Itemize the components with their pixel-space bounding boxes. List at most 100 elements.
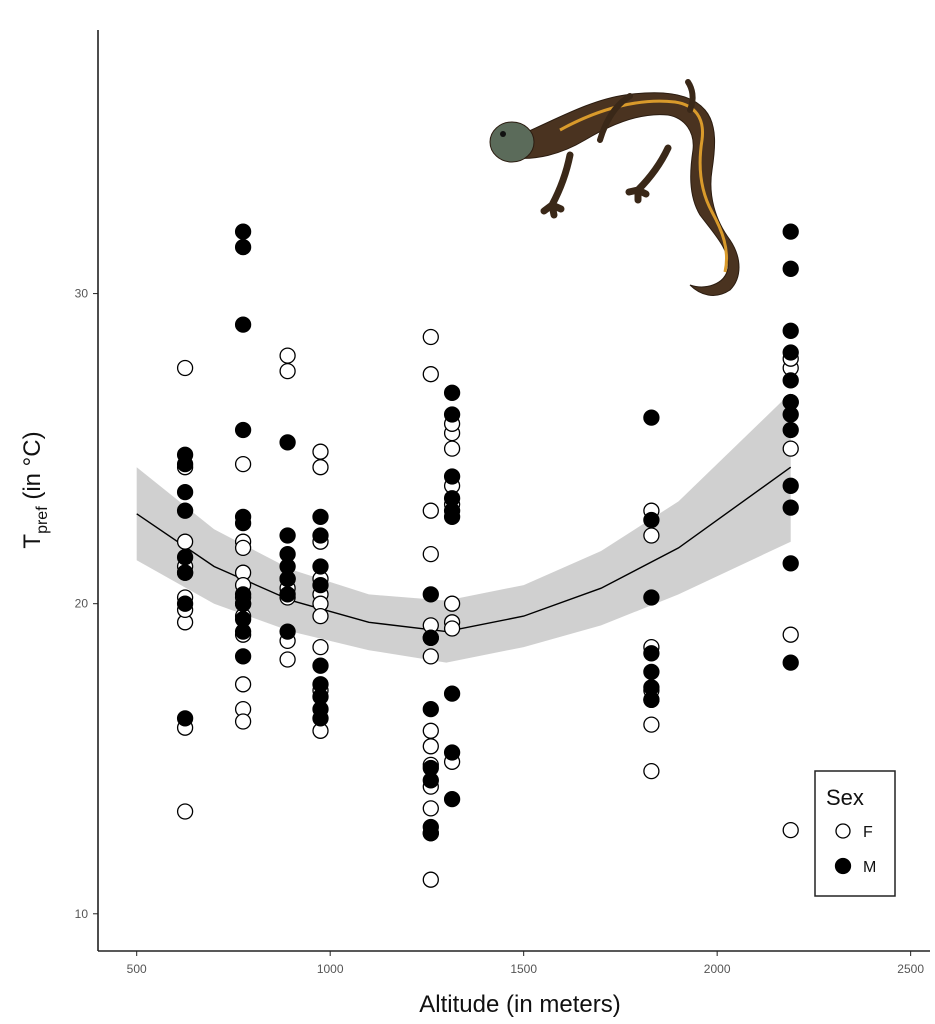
y-axis-title-main: T xyxy=(19,534,46,549)
data-point-m xyxy=(782,555,799,572)
data-point-f xyxy=(234,539,252,557)
newt-illustration xyxy=(489,79,740,296)
data-point-f xyxy=(643,527,660,544)
data-point-f xyxy=(279,347,296,364)
data-point-f xyxy=(422,545,439,563)
data-points xyxy=(176,223,799,888)
data-point-m xyxy=(782,654,799,671)
data-point-f xyxy=(643,716,660,733)
data-point-f xyxy=(422,722,439,739)
data-point-f xyxy=(176,359,194,377)
data-point-m xyxy=(176,595,194,612)
data-point-m xyxy=(312,508,329,526)
data-point-m xyxy=(782,406,799,423)
x-tick-label: 500 xyxy=(127,962,147,976)
data-point-f xyxy=(782,821,799,839)
data-point-m xyxy=(443,790,461,808)
legend-title: Sex xyxy=(826,785,864,810)
data-point-m xyxy=(443,744,461,761)
legend-label-m: M xyxy=(863,859,876,876)
data-point-m xyxy=(176,455,194,473)
newt-hind-leg-right xyxy=(685,79,696,113)
data-point-f xyxy=(443,595,461,612)
data-point-f xyxy=(422,366,439,383)
data-point-f xyxy=(312,443,329,460)
data-point-f xyxy=(176,803,194,820)
legend-swatch-m xyxy=(834,857,852,875)
data-point-m xyxy=(643,589,660,606)
axis-ticks: 500 1000 1500 2000 2500 10 20 30 xyxy=(75,287,925,976)
data-point-f xyxy=(422,738,439,755)
newt-front-leg-right xyxy=(597,93,633,143)
data-point-f xyxy=(443,440,461,457)
data-point-f xyxy=(312,459,329,476)
data-point-m xyxy=(443,468,461,485)
y-tick-label: 30 xyxy=(75,287,89,301)
legend-label-f: F xyxy=(863,824,873,841)
data-point-f xyxy=(234,455,252,473)
data-point-m xyxy=(279,434,296,451)
data-point-m xyxy=(782,344,799,361)
data-point-m xyxy=(234,238,252,256)
data-point-m xyxy=(234,648,252,665)
y-axis-title-sub: pref xyxy=(34,506,51,534)
data-point-f xyxy=(422,502,439,519)
data-point-m xyxy=(643,511,660,529)
data-point-f xyxy=(422,328,439,346)
data-point-m xyxy=(234,316,252,333)
data-point-m xyxy=(782,372,799,389)
x-tick-label: 1500 xyxy=(510,962,537,976)
y-tick-label: 10 xyxy=(75,907,89,921)
data-point-m xyxy=(176,710,194,727)
data-point-m xyxy=(443,384,461,401)
data-point-m xyxy=(782,322,799,339)
x-tick-label: 1000 xyxy=(317,962,344,976)
data-point-f xyxy=(234,676,252,693)
data-point-f xyxy=(312,638,329,656)
data-point-m xyxy=(312,527,329,544)
data-point-m xyxy=(443,685,461,702)
data-point-m xyxy=(643,645,660,662)
data-point-f xyxy=(782,440,799,457)
data-point-f xyxy=(422,871,439,888)
newt-stripe xyxy=(559,99,729,273)
data-point-m xyxy=(643,409,660,426)
data-point-m xyxy=(312,558,329,575)
data-point-m xyxy=(279,570,296,588)
confidence-band xyxy=(136,392,791,663)
data-point-m xyxy=(176,549,194,566)
newt-eye xyxy=(500,131,506,137)
data-point-m xyxy=(782,421,799,439)
data-point-m xyxy=(782,477,799,494)
legend-box xyxy=(814,770,896,897)
data-point-f xyxy=(422,648,439,665)
data-point-m xyxy=(176,564,194,581)
data-point-f xyxy=(234,713,252,730)
data-point-m xyxy=(422,629,439,646)
data-point-f xyxy=(176,533,194,550)
y-axis-title-tail: (in °C) xyxy=(19,431,46,506)
data-point-m xyxy=(443,508,461,526)
data-point-m xyxy=(234,421,252,439)
data-point-m xyxy=(279,586,296,603)
data-point-m xyxy=(312,710,329,727)
data-point-f xyxy=(279,362,296,380)
data-point-m xyxy=(234,595,252,612)
data-point-m xyxy=(176,483,194,501)
data-point-f xyxy=(312,607,329,625)
data-point-m xyxy=(312,576,329,594)
data-point-m xyxy=(643,691,660,708)
data-point-f xyxy=(782,626,799,643)
y-tick-label: 20 xyxy=(75,597,89,611)
data-point-m xyxy=(234,514,252,532)
data-point-m xyxy=(176,502,194,519)
data-point-m xyxy=(782,260,799,277)
legend: Sex F M xyxy=(814,770,896,897)
data-point-m xyxy=(422,825,439,842)
data-point-f xyxy=(643,762,660,780)
ci-band xyxy=(136,392,791,663)
x-tick-label: 2000 xyxy=(704,962,731,976)
data-point-m xyxy=(312,657,329,674)
data-point-m xyxy=(422,586,439,603)
data-point-m xyxy=(279,527,296,544)
